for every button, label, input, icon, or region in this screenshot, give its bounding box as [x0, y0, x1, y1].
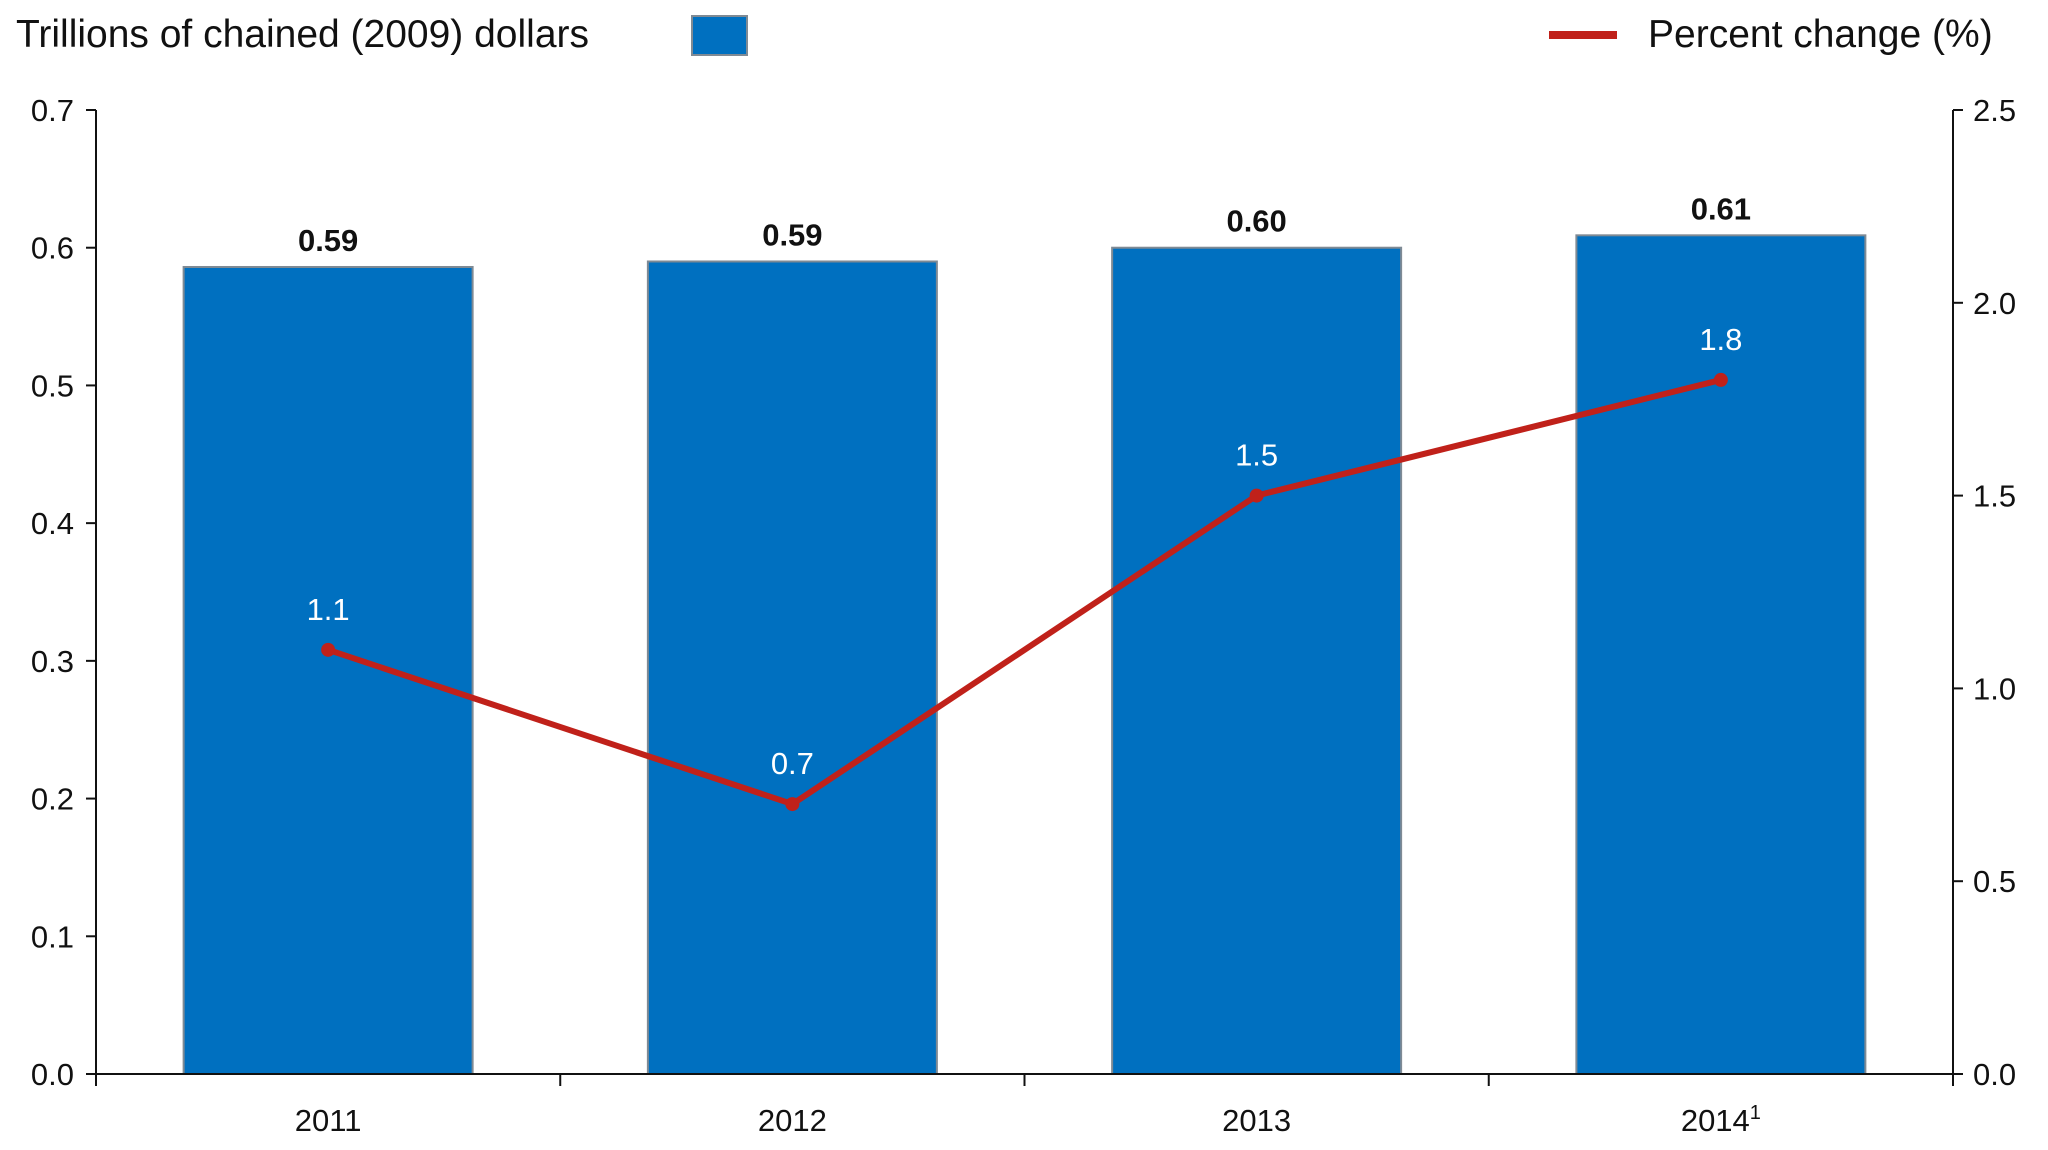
legend-bar-swatch [691, 15, 748, 56]
left-tick-label: 0.6 [31, 231, 74, 266]
bar-value-label: 0.59 [298, 223, 358, 258]
percent-change-label: 1.1 [307, 592, 350, 627]
right-tick-label: 0.5 [1973, 864, 2016, 899]
bar-2011 [182, 265, 474, 1076]
right-tick-label: 0.0 [1973, 1057, 2016, 1092]
x-tick-label: 2011 [295, 1103, 362, 1138]
x-tick-label: 20141 [1681, 1102, 1761, 1138]
bar-value-label: 0.60 [1226, 204, 1286, 239]
bar-2012 [646, 260, 938, 1075]
x-tick-label-text: 2011 [295, 1103, 362, 1138]
left-tick-label: 0.1 [31, 919, 74, 954]
percent-change-point [1713, 372, 1728, 387]
left-tick-label: 0.3 [31, 644, 74, 679]
right-tick-label: 2.0 [1973, 286, 2016, 321]
bar-value-label: 0.61 [1691, 191, 1751, 226]
left-tick-label: 0.7 [31, 93, 74, 128]
x-tick-label-text: 2014 [1681, 1103, 1750, 1138]
percent-change-label: 0.7 [771, 746, 814, 781]
legend-bar-label: Trillions of chained (2009) dollars [16, 13, 589, 56]
x-tick-label: 2012 [758, 1103, 827, 1138]
percent-change-label: 1.8 [1699, 322, 1742, 357]
bar-value-label: 0.59 [762, 217, 822, 252]
percent-change-point [785, 797, 800, 812]
left-tick-label: 0.5 [31, 368, 74, 403]
x-tick-superscript: 1 [1750, 1102, 1761, 1124]
right-tick-label: 2.5 [1973, 93, 2016, 128]
x-tick-label: 2013 [1222, 1103, 1291, 1138]
right-tick-label: 1.0 [1973, 671, 2016, 706]
percent-change-label: 1.5 [1235, 438, 1278, 473]
left-tick-label: 0.4 [31, 506, 74, 541]
left-tick-label: 0.0 [31, 1057, 74, 1092]
legend-line-label: Percent change (%) [1648, 13, 1993, 56]
bar-2013 [1111, 246, 1403, 1075]
percent-change-line [327, 377, 1722, 808]
bar-2014 [1575, 234, 1867, 1075]
right-tick-label: 1.5 [1973, 479, 2016, 514]
left-tick-label: 0.2 [31, 782, 74, 817]
x-tick-label-text: 2012 [758, 1103, 827, 1138]
percent-change-point [1249, 488, 1264, 503]
legend: Trillions of chained (2009) dollars Perc… [16, 13, 1993, 56]
percent-change-point [321, 642, 336, 657]
x-tick-label-text: 2013 [1222, 1103, 1291, 1138]
